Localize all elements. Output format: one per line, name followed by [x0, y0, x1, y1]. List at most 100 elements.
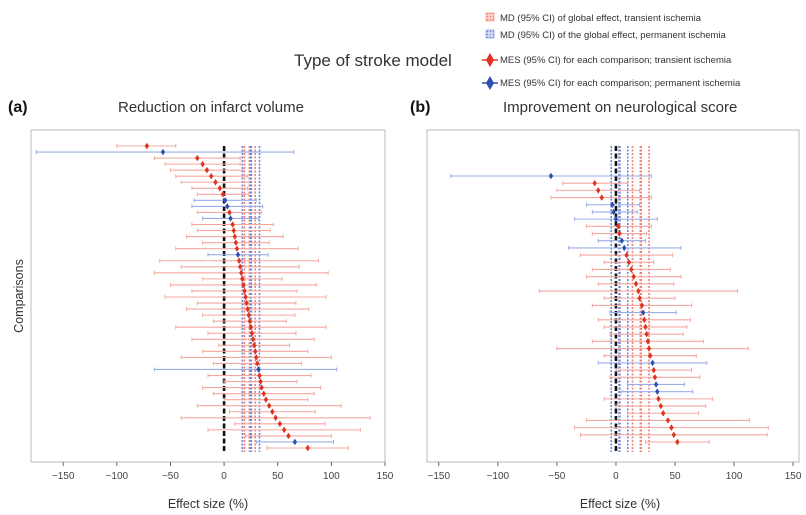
point-estimate-permanent: [548, 172, 554, 180]
point-estimate-permanent: [235, 251, 241, 258]
point-estimate-transient: [248, 324, 254, 331]
point-estimate-transient: [660, 410, 666, 417]
point-estimate-transient: [658, 402, 664, 410]
x-axis-label: Effect size (%): [168, 497, 248, 511]
point-estimate-transient: [596, 187, 601, 194]
point-estimate-transient: [144, 142, 150, 150]
x-tick-label: −100: [487, 471, 510, 482]
point-estimate-transient: [669, 424, 674, 431]
point-estimate-transient: [645, 338, 651, 345]
point-estimate-transient: [249, 330, 255, 337]
x-tick-label: 150: [377, 471, 394, 482]
point-estimate-transient: [245, 305, 250, 313]
point-estimate-transient: [200, 160, 205, 168]
point-estimate-permanent: [650, 359, 655, 367]
point-estimate-permanent: [613, 215, 619, 223]
plot-frame: [30, 129, 386, 463]
point-estimate-transient: [250, 336, 256, 343]
point-estimate-transient: [263, 396, 269, 403]
point-estimate-transient: [281, 426, 287, 434]
x-axis-ticks: −150 −100 −50 0 50 100 150: [428, 462, 802, 482]
legend-diamond: [486, 76, 494, 90]
point-estimate-transient: [237, 263, 243, 270]
point-estimate-transient: [626, 259, 632, 266]
point-estimate-transient: [258, 378, 263, 385]
panel-letter: (b): [410, 99, 430, 116]
x-tick-label: −50: [162, 471, 179, 482]
legend-item-global-permanent: MD (95% CI) of the global effect, perman…: [485, 29, 727, 41]
legend: MD (95% CI) of global effect, transient …: [482, 12, 741, 90]
legend-label: MES (95% CI) for each comparison; perman…: [500, 78, 741, 89]
x-tick-label: −150: [52, 471, 75, 482]
point-estimate-transient: [236, 257, 242, 264]
point-estimate-transient: [592, 179, 597, 187]
point-estimate-transient: [247, 317, 253, 325]
legend-label: MES (95% CI) for each comparison; transi…: [500, 55, 732, 66]
point-estimate-transient: [651, 366, 656, 374]
point-estimate-transient: [624, 251, 629, 259]
point-estimate-permanent: [655, 388, 660, 395]
point-estimate-permanent: [610, 201, 615, 208]
point-estimate-permanent: [222, 197, 228, 204]
point-estimate-transient: [204, 166, 210, 174]
plot-marks: [450, 146, 769, 452]
legend-label: MD (95% CI) of global effect, transient …: [500, 13, 702, 24]
point-estimate-transient: [241, 281, 246, 289]
point-estimate-transient: [675, 438, 680, 446]
point-estimate-transient: [209, 173, 214, 180]
point-estimate-permanent: [640, 309, 646, 316]
panel-neurological-score: (b) Improvement on neurological score −1…: [410, 99, 802, 511]
panel-letter: (a): [8, 99, 28, 116]
legend-diamond: [486, 53, 494, 67]
point-estimate-permanent: [619, 237, 625, 244]
point-estimate-transient: [255, 360, 260, 367]
x-tick-label: 100: [323, 471, 340, 482]
point-estimate-transient: [243, 293, 248, 301]
point-estimate-transient: [646, 345, 652, 352]
legend-item-mes-permanent: MES (95% CI) for each comparison; perman…: [482, 76, 741, 90]
point-estimate-transient: [636, 287, 641, 295]
point-estimate-transient: [273, 414, 278, 421]
point-estimate-transient: [648, 352, 653, 359]
point-estimate-transient: [251, 342, 257, 349]
point-estimate-transient: [244, 299, 249, 307]
plot-marks: [35, 142, 371, 452]
legend-label: MD (95% CI) of the global effect, perman…: [500, 30, 727, 41]
point-estimate-transient: [253, 348, 258, 355]
point-estimate-transient: [239, 269, 244, 277]
point-estimate-transient: [637, 295, 642, 302]
point-estimate-transient: [631, 273, 636, 280]
point-estimate-permanent: [225, 203, 230, 210]
point-estimate-transient: [616, 223, 621, 230]
point-estimate-transient: [233, 239, 239, 246]
point-estimate-transient: [213, 179, 218, 186]
point-estimate-permanent: [611, 208, 616, 216]
point-estimate-transient: [629, 266, 634, 273]
legend-item-mes-transient: MES (95% CI) for each comparison; transi…: [482, 53, 732, 67]
point-estimate-transient: [227, 209, 232, 216]
point-estimate-transient: [230, 221, 235, 228]
plot-frame: [426, 129, 800, 463]
point-estimate-transient: [234, 245, 240, 252]
point-estimate-transient: [617, 230, 622, 237]
point-estimate-transient: [257, 372, 262, 379]
point-estimate-transient: [671, 431, 677, 439]
x-axis-ticks: −150 −100 −50 0 50 100 150: [52, 462, 394, 482]
point-estimate-transient: [195, 154, 200, 162]
y-axis-label: Comparisons: [12, 259, 26, 333]
x-axis-label: Effect size (%): [580, 497, 660, 511]
point-estimate-transient: [259, 384, 264, 391]
point-estimate-permanent: [256, 366, 261, 373]
point-estimate-transient: [642, 316, 647, 323]
x-tick-label: −50: [548, 471, 565, 482]
point-estimate-transient: [599, 194, 604, 201]
point-estimate-transient: [652, 374, 658, 381]
point-estimate-transient: [232, 233, 238, 240]
x-tick-label: −150: [428, 471, 451, 482]
point-estimate-transient: [270, 408, 275, 415]
x-tick-label: 150: [785, 471, 802, 482]
point-estimate-transient: [261, 390, 266, 397]
x-tick-label: 0: [613, 471, 619, 482]
legend-swatch: [485, 12, 495, 22]
